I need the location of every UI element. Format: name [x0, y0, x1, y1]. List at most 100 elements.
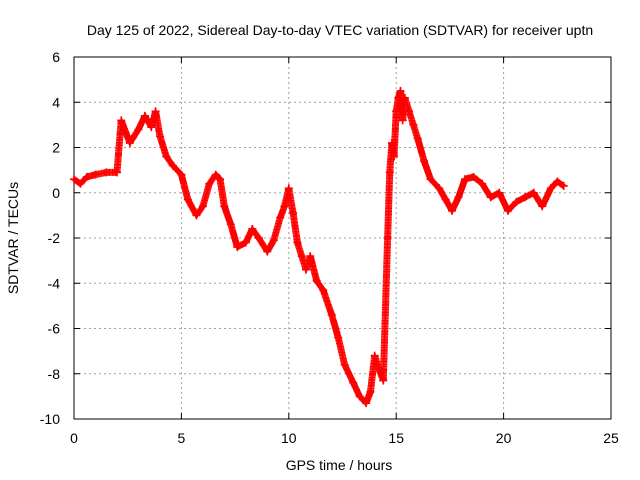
y-tick-label: 4 — [52, 94, 60, 110]
data-point — [409, 120, 418, 129]
data-point — [553, 177, 562, 186]
data-point — [340, 360, 349, 369]
y-tick-label: -6 — [48, 321, 61, 337]
data-point — [226, 220, 235, 229]
x-tick-label: 15 — [388, 430, 404, 446]
data-point — [70, 175, 78, 184]
data-point — [385, 168, 394, 177]
y-tick-label: 2 — [52, 140, 60, 156]
data-point — [319, 286, 328, 295]
data-point — [392, 107, 401, 116]
data-cloud — [70, 87, 567, 407]
data-point — [155, 132, 164, 141]
x-tick-label: 0 — [70, 430, 78, 446]
data-point — [140, 111, 149, 120]
data-point — [198, 202, 207, 211]
data-point — [125, 138, 134, 147]
data-point — [538, 202, 547, 211]
data-point — [546, 184, 555, 193]
data-point — [383, 234, 392, 242]
y-axis-label: SDTVAR / TECUs — [5, 182, 21, 294]
data-point — [269, 236, 278, 245]
data-point — [280, 202, 289, 211]
data-point — [177, 170, 186, 179]
data-point — [441, 195, 450, 204]
data-point — [216, 175, 225, 184]
data-point — [512, 197, 521, 206]
data-point — [503, 206, 512, 215]
data-point — [134, 125, 143, 134]
data-point — [289, 209, 298, 218]
data-point — [102, 168, 111, 177]
data-point — [306, 252, 315, 261]
x-tick-label: 25 — [603, 430, 619, 446]
data-point — [117, 116, 126, 125]
x-tick-label: 10 — [281, 430, 297, 446]
data-point — [529, 188, 538, 197]
y-tick-label: -8 — [48, 366, 61, 382]
data-point — [233, 243, 242, 252]
chart-title: Day 125 of 2022, Sidereal Day-to-day VTE… — [87, 22, 593, 38]
data-point — [400, 93, 409, 102]
data-point — [559, 181, 568, 190]
data-point — [413, 134, 422, 143]
y-tick-label: -10 — [40, 411, 60, 427]
data-point — [478, 179, 487, 188]
data-point — [405, 107, 414, 116]
data-point — [327, 310, 336, 319]
data-point — [469, 172, 478, 181]
data-point — [276, 213, 285, 222]
data-point — [366, 387, 375, 396]
data-point — [284, 184, 293, 193]
data-point — [355, 392, 364, 401]
data-point — [248, 224, 257, 233]
data-point — [396, 86, 405, 95]
data-point — [390, 152, 399, 161]
data-point — [220, 202, 229, 211]
data-point — [486, 193, 495, 202]
data-points — [70, 86, 568, 408]
data-point — [521, 193, 530, 202]
data-point — [495, 188, 504, 197]
data-point — [205, 179, 214, 188]
y-tick-label: 0 — [52, 185, 60, 201]
data-point — [349, 378, 358, 387]
data-point — [192, 211, 201, 220]
data-point — [387, 138, 396, 147]
data-point — [435, 184, 444, 193]
data-point — [112, 168, 121, 177]
data-point — [293, 238, 302, 247]
data-point — [301, 265, 310, 274]
data-point — [426, 175, 435, 184]
data-point — [375, 365, 384, 374]
data-point — [76, 179, 85, 188]
data-point — [241, 238, 250, 247]
data-point — [151, 107, 160, 116]
data-point — [297, 252, 306, 261]
data-point — [183, 195, 192, 204]
data-point — [147, 123, 156, 132]
data-point — [448, 206, 457, 215]
data-point — [312, 276, 321, 285]
data-point — [370, 351, 379, 360]
axis-ticks: 0 5 10 15 20 25 -10 -8 -6 -4 -2 0 2 4 6 — [40, 49, 619, 446]
data-point — [334, 333, 343, 342]
x-tick-label: 5 — [178, 430, 186, 446]
data-point — [454, 193, 463, 202]
data-point — [263, 247, 272, 256]
data-point — [460, 175, 469, 184]
data-point — [162, 152, 171, 161]
data-point — [82, 172, 91, 181]
data-point — [362, 399, 371, 408]
x-tick-label: 20 — [496, 430, 512, 446]
y-tick-label: -4 — [48, 275, 61, 291]
x-axis-label: GPS time / hours — [286, 457, 393, 473]
y-tick-label: -2 — [48, 230, 61, 246]
data-point — [91, 170, 100, 179]
data-point — [254, 234, 263, 242]
data-point — [168, 161, 177, 170]
data-point — [379, 376, 388, 385]
data-point — [211, 170, 220, 179]
data-point — [398, 116, 407, 125]
